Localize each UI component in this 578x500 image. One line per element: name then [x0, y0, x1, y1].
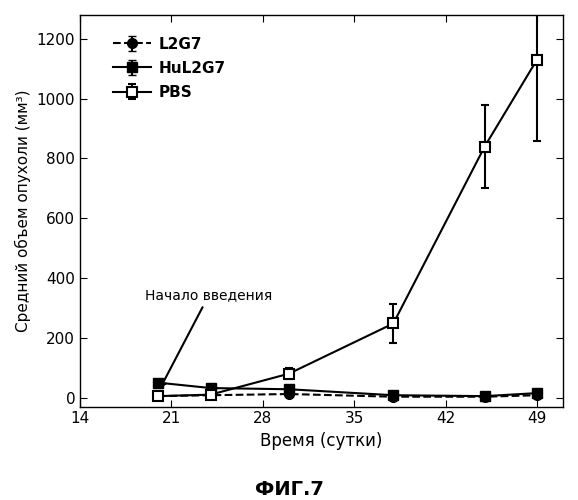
- Legend: L2G7, HuL2G7, PBS: L2G7, HuL2G7, PBS: [107, 30, 232, 106]
- X-axis label: Время (сутки): Время (сутки): [260, 432, 383, 450]
- Y-axis label: Средний объем опухоли (мм³): Средний объем опухоли (мм³): [15, 90, 31, 332]
- Text: Начало введения: Начало введения: [145, 288, 273, 387]
- Text: ФИГ.7: ФИГ.7: [254, 480, 324, 499]
